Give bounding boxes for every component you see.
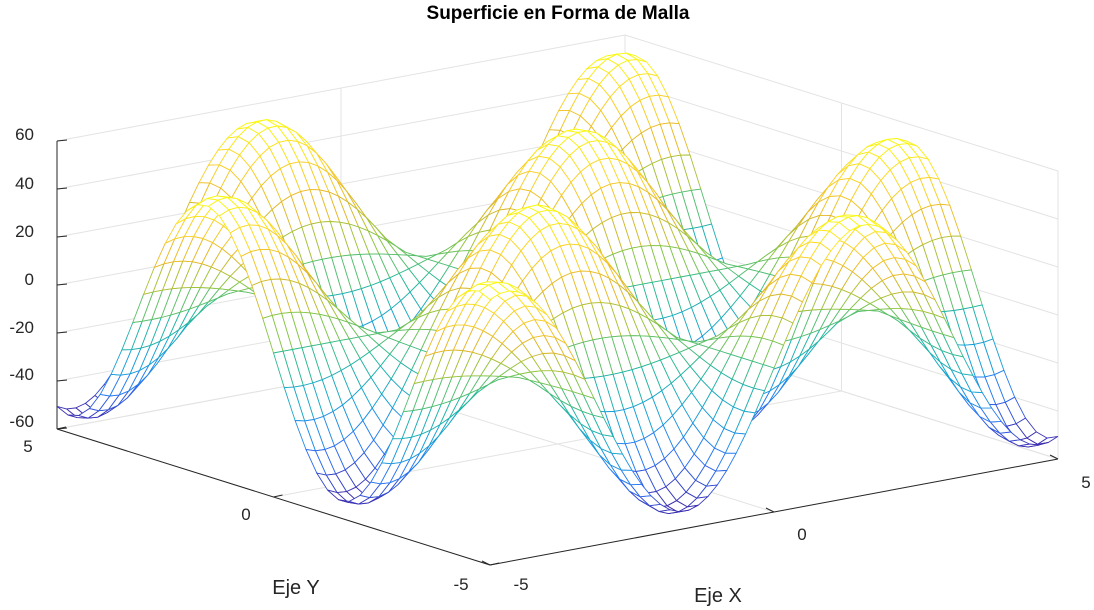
axes-frame: [56, 139, 1059, 566]
z-tick-label: 0: [25, 270, 34, 289]
mesh-cell: [478, 284, 501, 301]
x-tick-mark: [765, 507, 775, 513]
z-tick-label: 20: [15, 222, 34, 241]
tick-labels: 60 40 20 0 -20 -40 -60 5 0 -5 -5 0 5: [9, 125, 1090, 594]
x-tick-label: -5: [513, 575, 528, 594]
y-tick-mark: [273, 494, 283, 498]
z-tick-label: -60: [9, 412, 34, 431]
x-axis-label: Eje X: [694, 585, 742, 607]
y-tick-label: 0: [241, 505, 250, 524]
z-tick-label: -20: [9, 318, 34, 337]
z-tick-mark: [56, 187, 68, 190]
x-tick-label: 0: [797, 525, 806, 544]
z-tick-label: 60: [15, 125, 34, 144]
z-tick-label: 40: [15, 174, 34, 193]
mesh-surface: [56, 52, 1059, 515]
z-tick-mark: [56, 331, 68, 334]
x-tick-label: 5: [1081, 473, 1090, 492]
z-tick-label: -40: [9, 365, 34, 384]
y-tick-label: -5: [453, 575, 468, 594]
z-tick-mark: [56, 283, 68, 286]
chart-title: Superficie en Forma de Malla: [427, 3, 690, 24]
z-tick-mark: [56, 235, 68, 238]
x-tick-mark: [481, 560, 491, 566]
y-tick-mark: [56, 426, 67, 430]
z-tick-mark: [56, 139, 68, 142]
x-tick-mark: [1049, 454, 1059, 460]
y-tick-label: 5: [23, 437, 32, 456]
y-axis-label: Eje Y: [272, 577, 319, 599]
z-tick-mark: [56, 379, 68, 382]
